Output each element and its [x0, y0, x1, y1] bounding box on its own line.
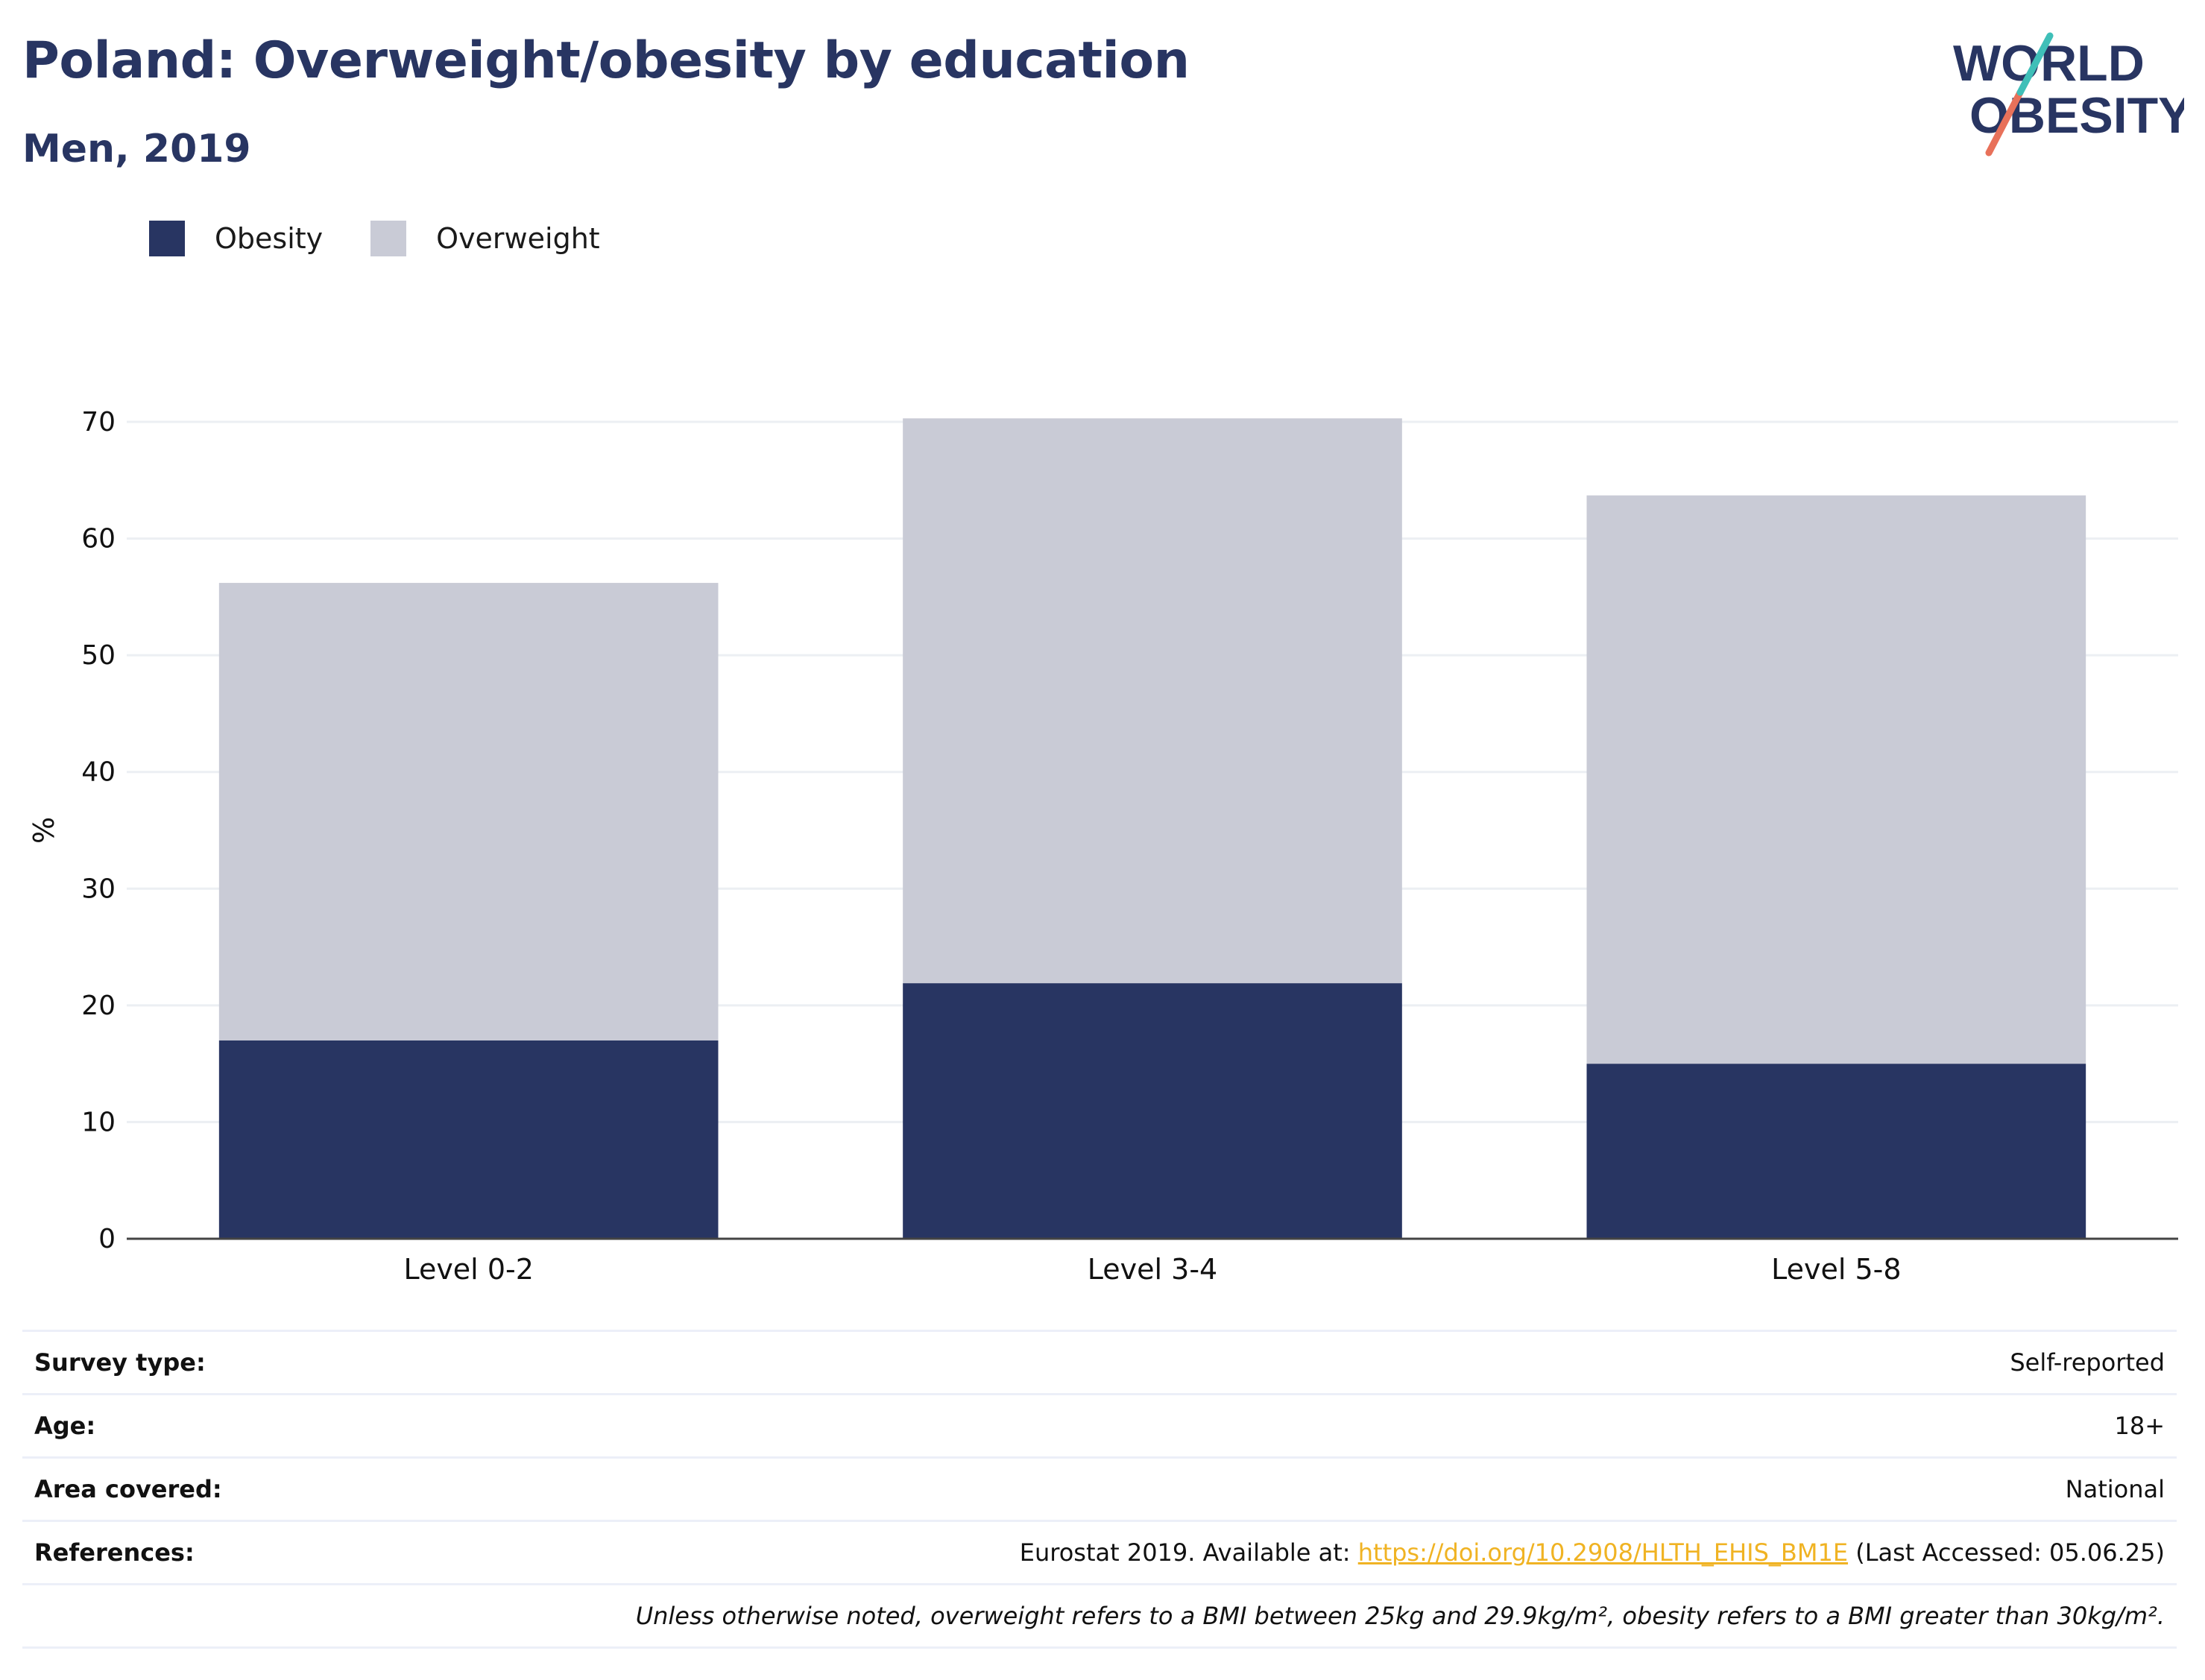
bar-obesity-level-3-4[interactable]	[903, 983, 1402, 1239]
x-tick-label: Level 0-2	[403, 1253, 533, 1286]
meta-row-area: Area covered: National	[22, 1456, 2177, 1520]
meta-key: References:	[34, 1538, 195, 1567]
meta-row-survey-type: Survey type: Self-reported	[22, 1330, 2177, 1393]
metadata-table: Survey type: Self-reported Age: 18+ Area…	[22, 1330, 2177, 1649]
definition-note: Unless otherwise noted, overweight refer…	[635, 1602, 2165, 1630]
meta-key: Age:	[34, 1412, 96, 1440]
chart-legend: Obesity Overweight	[149, 221, 648, 256]
meta-key: Survey type:	[34, 1348, 206, 1377]
chart-subtitle: Men, 2019	[22, 127, 251, 171]
meta-row-age: Age: 18+	[22, 1393, 2177, 1456]
y-tick-label: 30	[81, 874, 116, 904]
y-tick-label: 20	[81, 991, 116, 1021]
legend-label-obesity: Obesity	[215, 222, 324, 255]
bar-overweight-level-0-2[interactable]	[218, 583, 719, 1040]
y-axis-label: %	[28, 817, 60, 844]
meta-value: National	[2065, 1475, 2165, 1503]
y-tick-label: 70	[81, 407, 116, 438]
reference-link[interactable]: https://doi.org/10.2908/HLTH_EHIS_BM1E	[1357, 1538, 1849, 1567]
bar-overweight-level-3-4[interactable]	[903, 418, 1402, 984]
meta-value: Eurostat 2019. Available at: https://doi…	[1020, 1538, 2177, 1567]
bar-overweight-level-5-8[interactable]	[1586, 495, 2086, 1064]
legend-item-overweight[interactable]: Overweight	[370, 221, 600, 256]
legend-swatch-overweight	[370, 221, 407, 256]
x-tick-label: Level 5-8	[1771, 1253, 1901, 1286]
legend-swatch-obesity	[149, 221, 185, 256]
bar-chart: 0 10 20 30 40 50 60 70% Level 0-2 Level 3-4 Level …	[28, 407, 2178, 1286]
bar-obesity-level-0-2[interactable]	[218, 1040, 719, 1239]
chart-title: Poland: Overweight/obesity by education	[22, 31, 1190, 90]
y-tick-label: 50	[81, 640, 116, 671]
meta-key: Area covered:	[34, 1475, 222, 1503]
world-obesity-logo: WORLD OBESITY	[1953, 32, 2184, 157]
reference-suffix: (Last Accessed: 05.06.25)	[1848, 1538, 2165, 1567]
meta-row-note: Unless otherwise noted, overweight refer…	[22, 1583, 2177, 1649]
meta-value: 18+	[2114, 1412, 2165, 1440]
meta-value: Self-reported	[2010, 1348, 2165, 1377]
y-tick-label: 0	[98, 1224, 116, 1254]
legend-item-obesity[interactable]: Obesity	[149, 221, 323, 256]
bar-obesity-level-5-8[interactable]	[1586, 1064, 2086, 1239]
y-tick-label: 60	[81, 524, 116, 555]
y-tick-label: 40	[81, 757, 116, 788]
legend-label-overweight: Overweight	[436, 222, 600, 255]
reference-prefix: Eurostat 2019. Available at:	[1019, 1538, 1358, 1567]
x-tick-label: Level 3-4	[1088, 1253, 1217, 1286]
meta-row-references: References: Eurostat 2019. Available at:…	[22, 1520, 2177, 1583]
y-tick-label: 10	[81, 1107, 116, 1137]
